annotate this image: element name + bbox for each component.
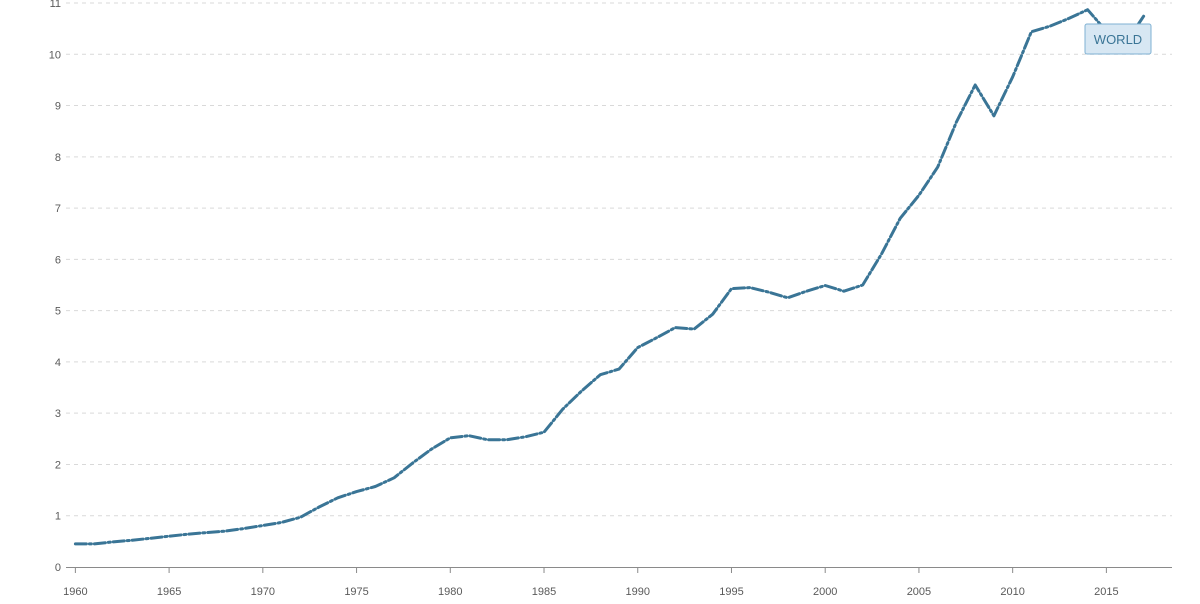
data-point[interactable] — [429, 446, 435, 452]
data-point[interactable] — [841, 288, 847, 294]
x-tick-label: 2015 — [1094, 586, 1118, 598]
y-tick-label: 0 — [55, 562, 61, 574]
data-point[interactable] — [372, 484, 378, 490]
x-tick-label: 2000 — [813, 586, 837, 598]
legend-box[interactable] — [1084, 23, 1152, 55]
y-tick-label: 5 — [55, 306, 61, 318]
data-point[interactable] — [616, 366, 622, 372]
y-tick-label: 10 — [49, 49, 61, 61]
data-point[interactable] — [185, 531, 191, 537]
data-point[interactable] — [560, 406, 566, 412]
data-point[interactable] — [691, 326, 697, 332]
data-point[interactable] — [897, 215, 903, 221]
x-tick-label: 2005 — [907, 586, 931, 598]
data-point[interactable] — [335, 495, 341, 501]
data-point[interactable] — [972, 82, 978, 88]
data-point[interactable] — [1085, 7, 1091, 13]
y-tick-label: 8 — [55, 152, 61, 164]
data-point[interactable] — [803, 288, 809, 294]
data-point[interactable] — [279, 519, 285, 525]
y-tick-label: 11 — [50, 0, 61, 10]
data-point[interactable] — [728, 286, 734, 292]
data-point[interactable] — [166, 533, 172, 539]
data-point[interactable] — [822, 283, 828, 289]
data-point[interactable] — [935, 164, 941, 170]
data-point[interactable] — [504, 437, 510, 443]
data-point[interactable] — [747, 285, 753, 291]
data-point[interactable] — [129, 537, 135, 543]
data-point[interactable] — [1047, 23, 1053, 29]
x-tick-label: 1975 — [344, 586, 368, 598]
data-point[interactable] — [953, 119, 959, 125]
data-point[interactable] — [635, 345, 641, 351]
y-tick-label: 9 — [55, 101, 61, 113]
series-layer — [72, 7, 1147, 547]
data-point[interactable] — [672, 325, 678, 331]
data-point[interactable] — [541, 429, 547, 435]
data-point[interactable] — [991, 113, 997, 119]
y-tick-label: 6 — [55, 254, 61, 266]
x-tick-label: 1965 — [157, 586, 181, 598]
data-point[interactable] — [204, 530, 210, 536]
data-point[interactable] — [447, 435, 453, 441]
y-tick-label: 7 — [55, 203, 61, 215]
data-point[interactable] — [316, 504, 322, 510]
data-point[interactable] — [785, 295, 791, 301]
data-point[interactable] — [1066, 15, 1072, 21]
data-point[interactable] — [579, 388, 585, 394]
data-point[interactable] — [1141, 13, 1147, 19]
data-point[interactable] — [485, 437, 491, 443]
data-point[interactable] — [260, 522, 266, 528]
x-tick-label: 2010 — [1000, 586, 1024, 598]
data-point[interactable] — [222, 528, 228, 534]
x-tick-label: 1960 — [63, 586, 87, 598]
axes: 0 1 2 3 4 5 6 7 8 9 10 11 1960 1965 1970 1975 1980 1985 19… — [49, 0, 1172, 598]
data-point[interactable] — [916, 192, 922, 198]
data-point[interactable] — [860, 282, 866, 288]
series-line-world[interactable] — [73, 8, 1146, 546]
data-point[interactable] — [710, 311, 716, 317]
data-point[interactable] — [110, 539, 116, 545]
data-point[interactable] — [297, 514, 303, 520]
data-point[interactable] — [653, 335, 659, 341]
data-point[interactable] — [766, 289, 772, 295]
data-point[interactable] — [878, 251, 884, 257]
data-point[interactable] — [147, 535, 153, 541]
data-point[interactable] — [354, 489, 360, 495]
y-tick-label: 4 — [55, 357, 61, 369]
data-point[interactable] — [72, 541, 78, 547]
x-tick-label: 1980 — [438, 586, 462, 598]
data-point[interactable] — [1010, 74, 1016, 80]
data-point[interactable] — [1028, 29, 1034, 35]
legend-label: WORLD — [1094, 32, 1142, 47]
data-point[interactable] — [241, 526, 247, 532]
x-tick-label: 1995 — [719, 586, 743, 598]
y-tick-label: 2 — [55, 459, 61, 471]
gridlines — [66, 2, 1172, 517]
y-tick-label: 3 — [55, 408, 61, 420]
data-point[interactable] — [391, 475, 397, 481]
x-tick-label: 1985 — [532, 586, 556, 598]
data-point[interactable] — [466, 433, 472, 439]
x-tick-label: 1970 — [251, 586, 275, 598]
data-point[interactable] — [410, 460, 416, 466]
y-tick-label: 1 — [55, 511, 61, 523]
data-point[interactable] — [91, 541, 97, 547]
data-point[interactable] — [597, 372, 603, 378]
legend[interactable]: WORLD — [1084, 23, 1152, 55]
x-tick-label: 1990 — [626, 586, 650, 598]
data-point[interactable] — [522, 434, 528, 440]
